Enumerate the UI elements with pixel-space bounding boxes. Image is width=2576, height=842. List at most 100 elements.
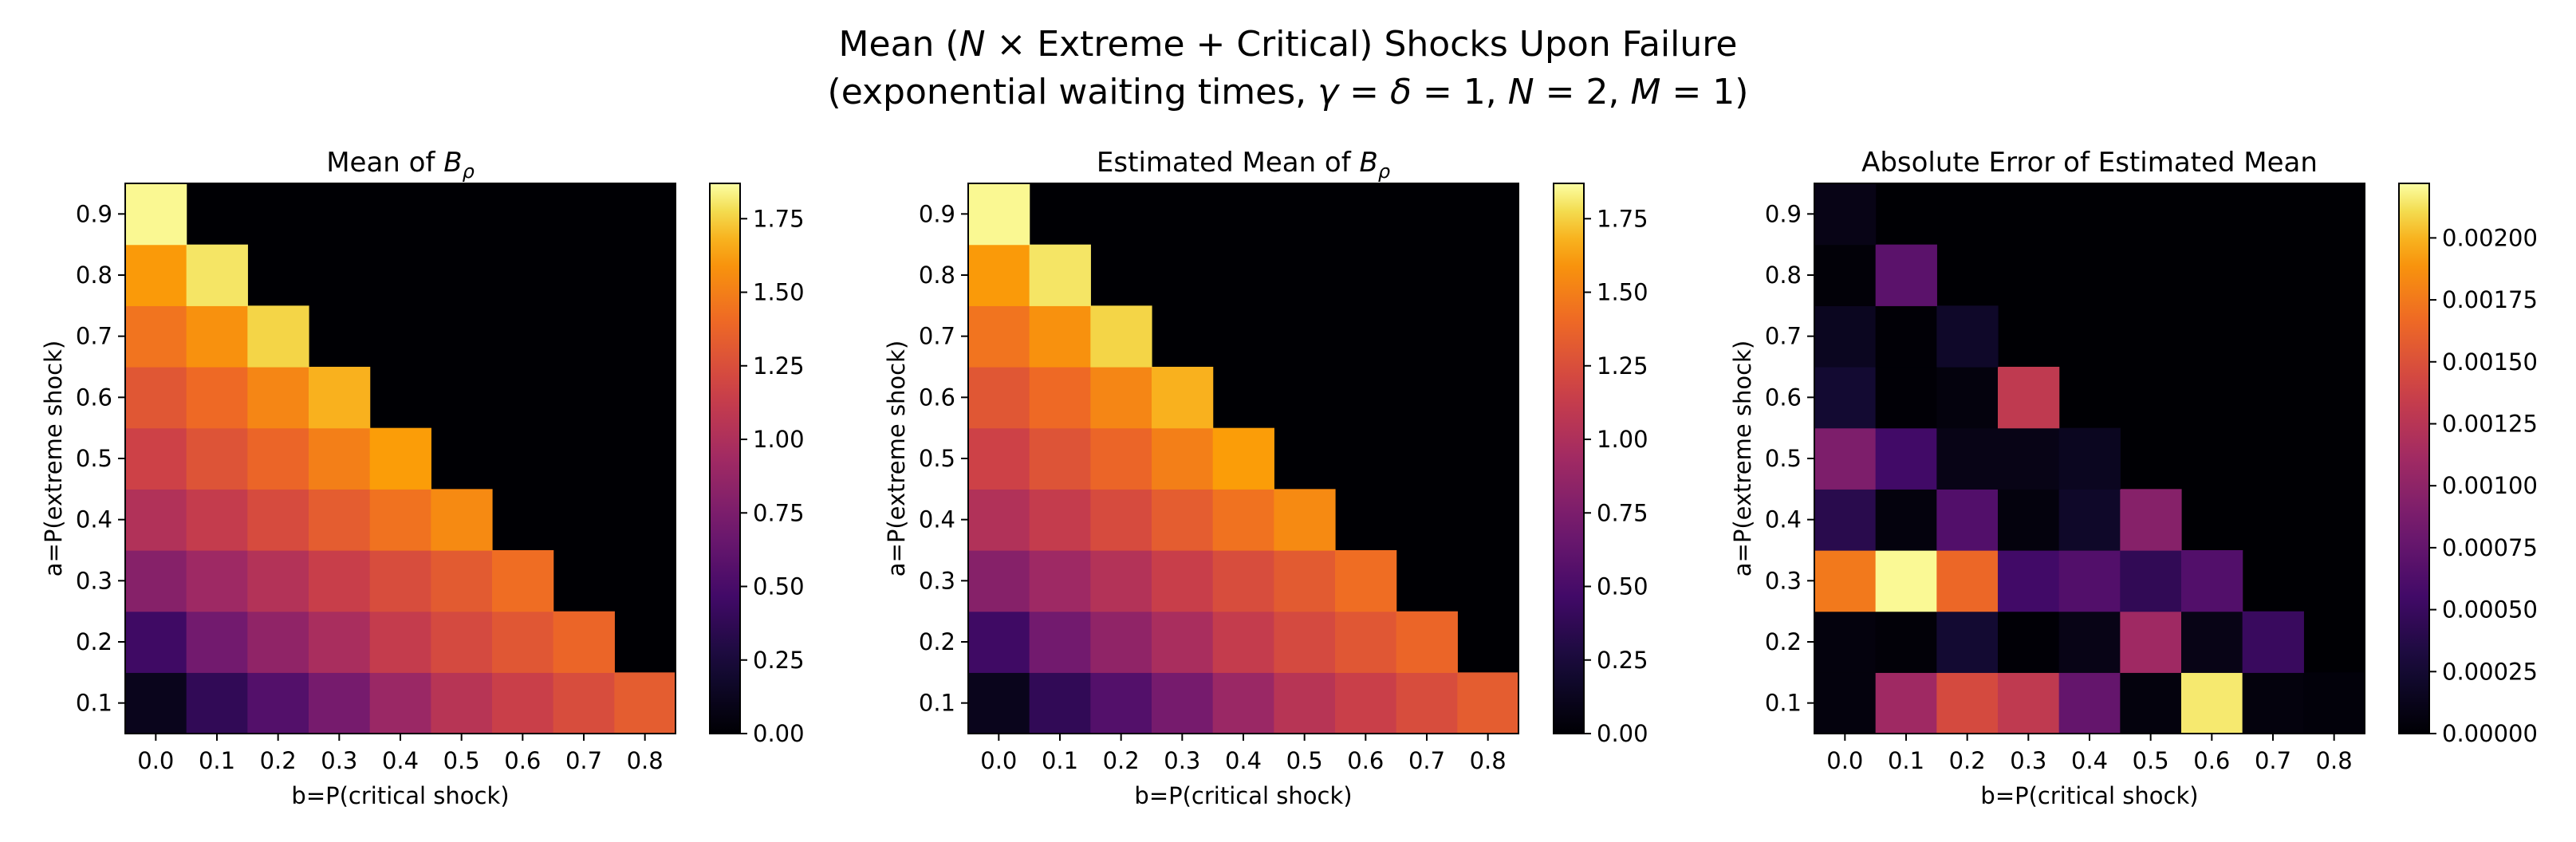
y-tick-label: 0.3 bbox=[1765, 567, 1802, 594]
heatmap-cell bbox=[968, 305, 1030, 368]
heatmap-cell bbox=[1152, 427, 1214, 490]
x-tick-label: 0.0 bbox=[980, 747, 1017, 774]
heatmap-cell bbox=[186, 305, 248, 368]
x-tick-label: 0.5 bbox=[443, 747, 480, 774]
x-tick-label: 0.2 bbox=[1949, 747, 1986, 774]
heatmap-panel-mean: Mean of Bρ 0.0 0.1 0.2 0.3 0.4 0.5 0.6 0.7 0.8 0… bbox=[40, 147, 805, 809]
heatmap-cell bbox=[1090, 611, 1152, 673]
x-tick-label: 0.4 bbox=[1225, 747, 1262, 774]
figure-title-line2: (exponential waiting times, γ = δ = 1, N… bbox=[828, 72, 1749, 112]
colorbar-tick-label: 0.25 bbox=[1597, 647, 1648, 674]
y-tick-label: 0.7 bbox=[1765, 323, 1802, 350]
heatmap-cell bbox=[1814, 611, 1877, 673]
x-tick-label: 0.6 bbox=[2193, 747, 2230, 774]
heatmap-cell bbox=[186, 367, 248, 429]
y-tick-label: 0.6 bbox=[1765, 384, 1802, 411]
y-axis-label: a=P(extreme shock) bbox=[883, 340, 910, 576]
heatmap-cell bbox=[186, 672, 248, 734]
heatmap-cell bbox=[1335, 672, 1397, 734]
colorbar bbox=[1553, 183, 1585, 734]
colorbar-tick-label: 0.00 bbox=[1597, 720, 1648, 747]
heatmap-cell bbox=[125, 611, 187, 673]
heatmap-cell bbox=[1936, 427, 1999, 490]
heatmap-cell bbox=[1875, 427, 1937, 490]
heatmap-cell bbox=[1029, 611, 1091, 673]
y-axis-ticks: 0.1 0.2 0.3 0.4 0.5 0.6 0.7 0.8 0.9 bbox=[76, 200, 125, 717]
x-tick-label: 0.3 bbox=[1164, 747, 1200, 774]
heatmap-cell bbox=[431, 672, 493, 734]
colorbar-tick-label: 0.75 bbox=[753, 499, 805, 526]
y-tick-label: 0.5 bbox=[1765, 445, 1802, 472]
colorbar bbox=[709, 183, 741, 734]
heatmap-cell bbox=[431, 550, 493, 612]
heatmap-cell bbox=[247, 550, 309, 612]
heatmap-cell bbox=[614, 672, 676, 734]
heatmap-cell bbox=[309, 367, 371, 429]
x-tick-label: 0.1 bbox=[1888, 747, 1924, 774]
heatmap-cell bbox=[186, 244, 248, 306]
heatmap-cell bbox=[1396, 672, 1458, 734]
x-tick-label: 0.8 bbox=[627, 747, 664, 774]
heatmap-cell bbox=[1936, 367, 1999, 429]
heatmap-cell bbox=[968, 489, 1030, 551]
heatmap-cell bbox=[1875, 672, 1937, 734]
y-axis-ticks: 0.1 0.2 0.3 0.4 0.5 0.6 0.7 0.8 0.9 bbox=[1765, 200, 1814, 717]
heatmap-cell bbox=[1998, 672, 2060, 734]
heatmap-cell bbox=[1029, 367, 1091, 429]
heatmap-cells bbox=[968, 183, 1519, 734]
heatmap-cell bbox=[431, 611, 493, 673]
heatmap-cell bbox=[247, 427, 309, 490]
heatmap-cell bbox=[1814, 489, 1877, 551]
heatmap-cell bbox=[309, 672, 371, 734]
heatmap-cell bbox=[2120, 550, 2182, 612]
heatmap-cell bbox=[2242, 672, 2304, 734]
heatmap-cell bbox=[1936, 611, 1999, 673]
heatmap-cell bbox=[1212, 427, 1274, 490]
heatmap-cell bbox=[1875, 305, 1937, 368]
heatmap-cell bbox=[1152, 489, 1214, 551]
heatmap-cell bbox=[1396, 611, 1458, 673]
y-tick-label: 0.9 bbox=[919, 200, 955, 227]
heatmap-cell bbox=[2181, 611, 2243, 673]
colorbar-tick-label: 1.75 bbox=[1597, 205, 1648, 232]
heatmap-cell bbox=[2242, 611, 2304, 673]
heatmap-cells bbox=[1814, 183, 2365, 734]
heatmap-cell bbox=[553, 611, 615, 673]
colorbar-tick-label: 0.00075 bbox=[2442, 534, 2538, 561]
x-tick-label: 0.2 bbox=[1103, 747, 1140, 774]
heatmap-cell bbox=[1212, 672, 1274, 734]
y-tick-label: 0.7 bbox=[919, 323, 955, 350]
heatmap-cell bbox=[1029, 244, 1091, 306]
heatmap-cell bbox=[125, 672, 187, 734]
y-tick-label: 0.1 bbox=[76, 690, 112, 717]
heatmap-cell bbox=[1814, 244, 1877, 306]
heatmap-cell bbox=[125, 244, 187, 306]
heatmap-cell bbox=[125, 550, 187, 612]
colorbar-tick-label: 0.00025 bbox=[2442, 658, 2538, 685]
x-axis-ticks: 0.0 0.1 0.2 0.3 0.4 0.5 0.6 0.7 0.8 bbox=[980, 734, 1507, 774]
colorbar-tick-label: 1.75 bbox=[753, 205, 805, 232]
colorbar-tick-label: 0.00100 bbox=[2442, 472, 2538, 499]
y-tick-label: 0.3 bbox=[76, 567, 112, 594]
x-axis-ticks: 0.0 0.1 0.2 0.3 0.4 0.5 0.6 0.7 0.8 bbox=[137, 734, 664, 774]
x-tick-label: 0.4 bbox=[2071, 747, 2108, 774]
x-tick-label: 0.0 bbox=[1826, 747, 1863, 774]
y-axis-label: a=P(extreme shock) bbox=[1729, 340, 1756, 576]
heatmap-cell bbox=[1936, 305, 1999, 368]
x-tick-label: 0.5 bbox=[2133, 747, 2169, 774]
heatmap-cell bbox=[1274, 550, 1336, 612]
heatmap-cell bbox=[1212, 489, 1274, 551]
y-axis-ticks: 0.1 0.2 0.3 0.4 0.5 0.6 0.7 0.8 0.9 bbox=[919, 200, 968, 717]
colorbar-tick-label: 0.00 bbox=[753, 720, 805, 747]
y-tick-label: 0.9 bbox=[1765, 200, 1802, 227]
x-axis-label: b=P(critical shock) bbox=[1134, 782, 1352, 809]
heatmap-cell bbox=[1029, 672, 1091, 734]
heatmap-cell bbox=[1029, 550, 1091, 612]
heatmap-panel-absolute-error: Absolute Error of Estimated Mean 0.0 0.1 0… bbox=[1729, 147, 2538, 809]
panel-title: Mean of Bρ bbox=[326, 147, 475, 183]
heatmap-cell bbox=[1998, 550, 2060, 612]
colorbar-tick-label: 0.00000 bbox=[2442, 720, 2538, 747]
x-tick-label: 0.1 bbox=[199, 747, 235, 774]
heatmap-cell bbox=[186, 489, 248, 551]
